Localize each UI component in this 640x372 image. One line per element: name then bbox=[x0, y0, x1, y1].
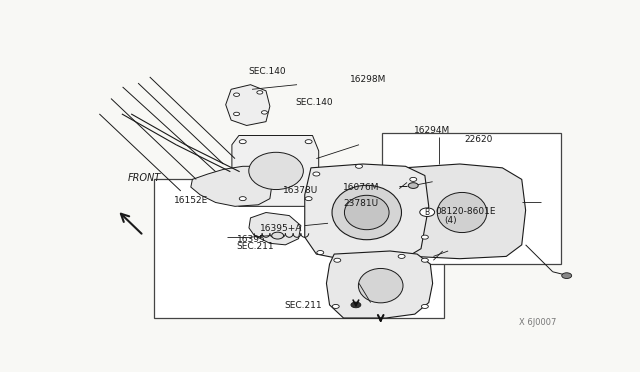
Circle shape bbox=[351, 302, 361, 308]
Circle shape bbox=[317, 250, 324, 254]
Polygon shape bbox=[399, 164, 525, 259]
Polygon shape bbox=[249, 212, 301, 245]
Circle shape bbox=[271, 232, 284, 239]
Circle shape bbox=[332, 304, 339, 308]
Circle shape bbox=[334, 258, 340, 262]
Circle shape bbox=[239, 197, 246, 201]
Circle shape bbox=[234, 112, 239, 116]
Polygon shape bbox=[191, 166, 272, 206]
Ellipse shape bbox=[332, 185, 401, 240]
Polygon shape bbox=[305, 164, 429, 262]
Text: SEC.140: SEC.140 bbox=[295, 98, 333, 107]
Circle shape bbox=[410, 177, 417, 182]
Circle shape bbox=[234, 93, 239, 96]
Text: B: B bbox=[424, 208, 430, 217]
Ellipse shape bbox=[249, 152, 303, 190]
Text: 16076M: 16076M bbox=[343, 183, 380, 192]
Text: 16395+A: 16395+A bbox=[260, 224, 302, 233]
Text: SEC.211: SEC.211 bbox=[237, 242, 275, 251]
Circle shape bbox=[408, 183, 418, 188]
Circle shape bbox=[420, 208, 435, 217]
Circle shape bbox=[356, 164, 362, 168]
Text: 23781U: 23781U bbox=[343, 199, 378, 208]
Text: X 6J0007: X 6J0007 bbox=[519, 318, 556, 327]
Circle shape bbox=[313, 172, 320, 176]
Circle shape bbox=[262, 111, 268, 114]
Circle shape bbox=[398, 254, 405, 259]
Text: SEC.211: SEC.211 bbox=[285, 301, 323, 310]
Circle shape bbox=[562, 273, 572, 279]
Circle shape bbox=[421, 258, 428, 262]
Text: 16298M: 16298M bbox=[350, 75, 386, 84]
Text: SEC.140: SEC.140 bbox=[249, 67, 286, 76]
Text: 08120-8601E: 08120-8601E bbox=[435, 207, 495, 216]
Text: 16378U: 16378U bbox=[284, 186, 319, 195]
Circle shape bbox=[421, 304, 428, 308]
Ellipse shape bbox=[437, 192, 487, 232]
Text: (4): (4) bbox=[445, 216, 457, 225]
Text: 16152E: 16152E bbox=[174, 196, 209, 205]
Text: 16395: 16395 bbox=[237, 235, 266, 244]
Text: 16294M: 16294M bbox=[414, 126, 451, 135]
Ellipse shape bbox=[358, 269, 403, 303]
Circle shape bbox=[305, 140, 312, 144]
Polygon shape bbox=[232, 135, 319, 206]
Circle shape bbox=[421, 235, 428, 239]
Circle shape bbox=[239, 140, 246, 144]
Polygon shape bbox=[226, 85, 270, 125]
Text: FRONT: FRONT bbox=[128, 173, 161, 183]
Text: 22620: 22620 bbox=[465, 135, 493, 144]
Circle shape bbox=[257, 91, 263, 94]
Polygon shape bbox=[326, 251, 433, 318]
Ellipse shape bbox=[344, 195, 389, 230]
Circle shape bbox=[305, 197, 312, 201]
Bar bbox=[382, 133, 561, 264]
Bar bbox=[154, 179, 444, 318]
